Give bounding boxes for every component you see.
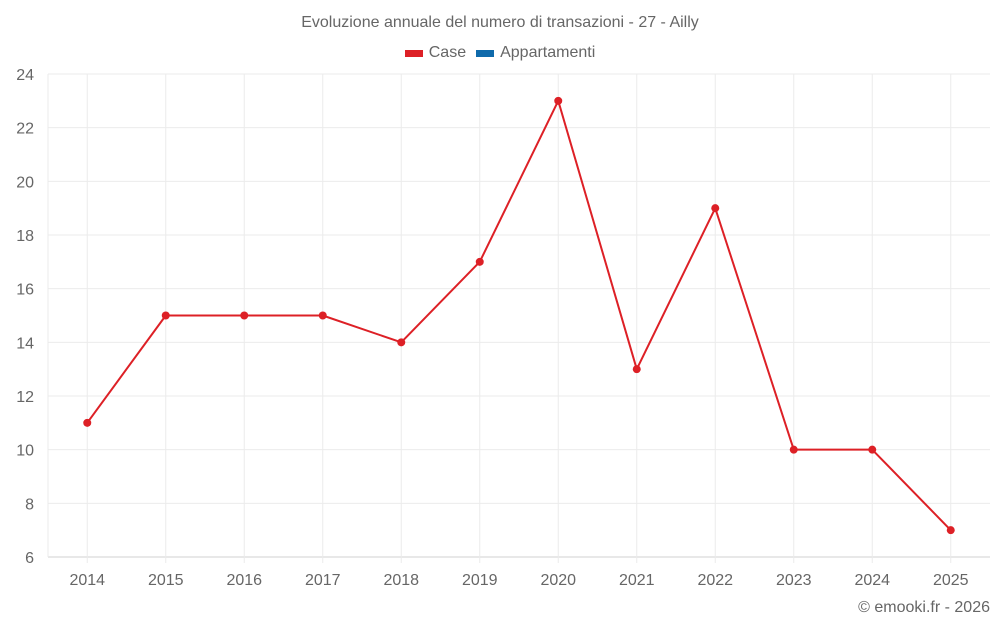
data-point[interactable] [318,311,327,320]
x-tick-label: 2021 [619,572,655,589]
data-point[interactable] [868,445,877,454]
x-tick-label: 2016 [226,572,262,589]
legend-label-appartamenti: Appartamenti [500,44,596,61]
chart-title: Evoluzione annuale del numero di transaz… [301,14,699,31]
x-tick-label: 2018 [383,572,419,589]
grid [47,73,990,563]
legend-item-case[interactable]: Case [404,44,467,62]
data-point[interactable] [161,311,170,320]
x-tick-label: 2022 [697,572,733,589]
y-tick-label: 22 [16,121,34,138]
legend: Case Appartamenti [0,44,1000,62]
y-tick-label: 8 [25,496,34,513]
data-point[interactable] [475,257,484,266]
data-point[interactable] [397,338,406,347]
data-point[interactable] [240,311,249,320]
data-point[interactable] [789,445,798,454]
y-tick-label: 6 [25,550,34,567]
x-tick-label: 2023 [776,572,812,589]
series-case [83,96,955,535]
y-tick-label: 24 [16,67,34,84]
y-tick-label: 18 [16,228,34,245]
x-tick-label: 2015 [148,572,184,589]
legend-label-case: Case [428,44,467,61]
y-tick-label: 14 [16,335,34,352]
y-tick-label: 10 [16,443,34,460]
data-point[interactable] [711,204,720,213]
y-tick-label: 12 [16,389,34,406]
x-tick-label: 2014 [69,572,105,589]
legend-item-appartamenti[interactable]: Appartamenti [476,44,595,62]
appartamenti-swatch-icon [476,49,495,57]
data-point[interactable] [83,418,92,427]
data-point[interactable] [632,365,641,374]
data-point[interactable] [946,526,955,535]
x-tick-label: 2019 [462,572,498,589]
x-tick-label: 2020 [540,572,576,589]
y-tick-label: 16 [16,282,34,299]
x-tick-label: 2025 [933,572,969,589]
credit-text: © emooki.fr - 2026 [858,599,990,616]
x-tick-label: 2024 [854,572,890,589]
case-swatch-icon [404,49,423,57]
y-tick-label: 20 [16,174,34,191]
data-point[interactable] [554,96,563,105]
x-tick-label: 2017 [305,572,341,589]
